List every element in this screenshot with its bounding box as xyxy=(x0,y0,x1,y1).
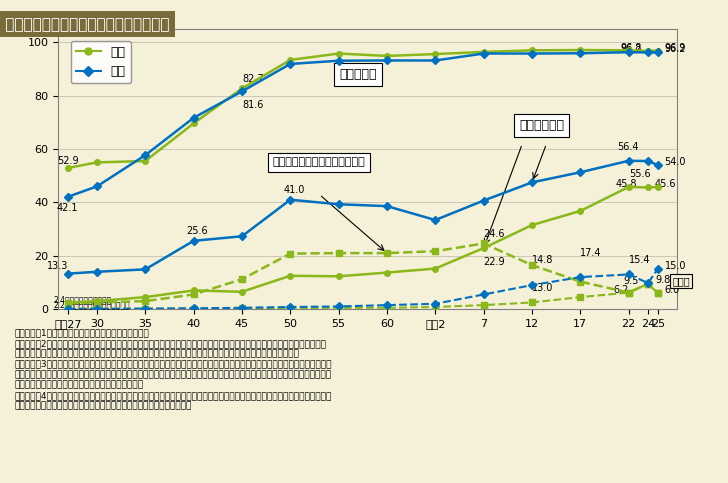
Text: 96.9: 96.9 xyxy=(665,43,686,53)
Text: （備考）　1．文部科学省「学校基本調査」より作成。
　　　　　2．高等学校等：中学校卒業者及び中等教育学校前期課程修了者のうち，高等学校等の本科・別科，高等専門: （備考） 1．文部科学省「学校基本調査」より作成。 2．高等学校等：中学校卒業者… xyxy=(15,328,332,410)
Text: 45.8: 45.8 xyxy=(616,179,638,189)
Text: 9.8: 9.8 xyxy=(655,275,670,285)
Text: 22.9: 22.9 xyxy=(483,256,505,267)
Text: 6.0: 6.0 xyxy=(665,285,680,295)
Text: 15.0: 15.0 xyxy=(665,261,687,271)
Text: 42.1: 42.1 xyxy=(57,203,79,213)
Text: 55.6: 55.6 xyxy=(629,170,650,180)
Text: 15.4: 15.4 xyxy=(629,255,650,265)
Text: 短期大学（本科）（女子のみ）: 短期大学（本科）（女子のみ） xyxy=(273,157,365,168)
Text: 14.8: 14.8 xyxy=(532,255,553,265)
Text: 6.2: 6.2 xyxy=(613,284,629,295)
Text: （％）: （％） xyxy=(31,14,53,27)
Text: 96.2: 96.2 xyxy=(620,44,642,55)
Legend: 女子, 男子: 女子, 男子 xyxy=(71,41,131,83)
Text: 96.8: 96.8 xyxy=(620,43,641,53)
Text: 56.4: 56.4 xyxy=(617,142,639,152)
Text: 54.0: 54.0 xyxy=(665,157,687,167)
Text: 52.9: 52.9 xyxy=(57,156,79,166)
Text: 17.4: 17.4 xyxy=(580,248,602,258)
Text: 大学院: 大学院 xyxy=(672,276,690,286)
Text: 82.7: 82.7 xyxy=(242,73,264,84)
Text: 9.5: 9.5 xyxy=(623,276,638,286)
Text: 24.6: 24.6 xyxy=(483,228,505,239)
Text: 96.2: 96.2 xyxy=(665,44,687,55)
Text: 2.4（大学（学部）女子）: 2.4（大学（学部）女子） xyxy=(53,296,111,305)
Text: １－５－１図　学校種類別進学率の推移: １－５－１図 学校種類別進学率の推移 xyxy=(0,17,170,32)
Text: 45.6: 45.6 xyxy=(655,180,676,189)
Text: 高等学校等: 高等学校等 xyxy=(339,68,376,81)
Text: 81.6: 81.6 xyxy=(242,100,264,110)
Text: 25.6: 25.6 xyxy=(186,226,208,236)
Text: 大学（学部）: 大学（学部） xyxy=(519,118,564,131)
Text: 13.0: 13.0 xyxy=(532,283,553,293)
Text: 13.3: 13.3 xyxy=(47,261,68,271)
Text: 2.2（短期大学（本科）（女子））: 2.2（短期大学（本科）（女子）） xyxy=(53,301,130,310)
Text: 41.0: 41.0 xyxy=(283,185,305,195)
